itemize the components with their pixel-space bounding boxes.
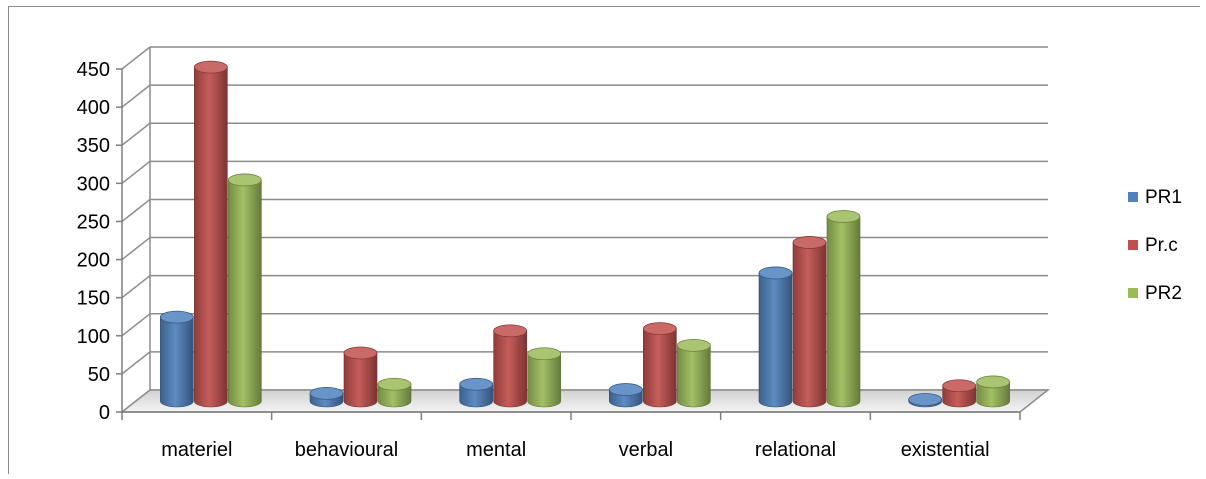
- axes: [116, 68, 1021, 420]
- bar-cap: [159, 310, 194, 324]
- y-tick-label: 150: [77, 288, 110, 310]
- bar-body: [677, 345, 711, 408]
- chart-frame: [8, 6, 1200, 474]
- bar-body: [643, 328, 677, 408]
- bar: [758, 266, 793, 408]
- bar-cap: [608, 383, 643, 396]
- legend: PR1 Pr.c PR2: [1128, 187, 1182, 304]
- bar-cap: [377, 377, 412, 391]
- bar-body: [343, 352, 378, 408]
- gridline-side: [121, 160, 151, 184]
- bar-body: [160, 316, 194, 408]
- gridline-side: [121, 84, 151, 108]
- legend-label: PR1: [1145, 187, 1182, 208]
- category-label: behavioural: [295, 439, 398, 461]
- legend-swatch: [1128, 192, 1138, 202]
- category-label: verbal: [619, 439, 673, 461]
- category-label: relational: [755, 439, 836, 461]
- bar-cap: [792, 236, 827, 249]
- legend-label: Pr.c: [1145, 235, 1178, 256]
- category-label: mental: [466, 439, 526, 461]
- bar: [942, 379, 977, 408]
- bar-body: [377, 383, 412, 408]
- bar: [493, 324, 528, 408]
- bar: [193, 60, 228, 408]
- bar: [343, 346, 378, 408]
- bar: [527, 347, 562, 408]
- bar-cap: [227, 173, 262, 187]
- y-tick-label: 300: [77, 173, 110, 195]
- bar-body: [228, 179, 262, 408]
- bar-cap: [908, 393, 943, 406]
- bar-body: [792, 242, 827, 408]
- bar-body: [758, 272, 793, 408]
- y-tick-label: 100: [77, 326, 110, 348]
- gridline-side: [121, 198, 151, 223]
- bar: [976, 375, 1011, 408]
- gridline-side: [121, 275, 151, 299]
- bar-body: [527, 353, 561, 408]
- bar-body: [826, 216, 861, 408]
- bar-cap: [942, 379, 977, 393]
- legend-label: PR2: [1145, 283, 1182, 304]
- bar: [676, 338, 711, 408]
- gridline-side: [121, 313, 151, 337]
- legend-swatch: [1128, 288, 1138, 298]
- bar-cap: [193, 60, 228, 74]
- y-tick-label: 450: [77, 59, 110, 81]
- bar-body: [194, 66, 228, 408]
- bar-cap: [343, 346, 378, 360]
- bar: [608, 383, 643, 408]
- y-tick-label: 0: [99, 402, 110, 424]
- bar: [309, 386, 344, 408]
- gridline-side: [121, 351, 151, 375]
- legend-swatch: [1128, 240, 1138, 250]
- bar-cap: [642, 322, 677, 335]
- bar-body: [493, 330, 527, 408]
- bar: [908, 393, 943, 408]
- gridline-side: [121, 236, 151, 261]
- gridline-side: [121, 122, 151, 146]
- y-tick-label: 350: [77, 135, 110, 157]
- bar-body: [976, 381, 1010, 408]
- bar-cap: [676, 338, 711, 352]
- bar-cap: [758, 266, 793, 280]
- bar-cap: [459, 377, 494, 391]
- category-label: materiel: [161, 439, 232, 461]
- y-tick-label: 250: [77, 211, 110, 233]
- bar: [826, 210, 861, 408]
- bar-cap: [976, 375, 1011, 389]
- bars: [159, 60, 1011, 408]
- axis-labels: 0 50 100 150 200 250 300 350 400 450 materiel behav…: [77, 59, 990, 461]
- bar-cap: [493, 324, 528, 338]
- gridline-side: [121, 46, 151, 70]
- y-tick-label: 400: [77, 97, 110, 119]
- bar: [377, 377, 412, 408]
- bar: [459, 377, 494, 408]
- bar: [792, 236, 827, 408]
- bar-cap: [309, 386, 344, 400]
- bar-cap: [826, 210, 861, 223]
- bar-cap: [527, 347, 562, 361]
- y-tick-label: 200: [77, 250, 110, 272]
- bar: [227, 173, 262, 408]
- bar-body: [459, 383, 493, 408]
- y-tick-label: 50: [88, 364, 110, 386]
- bar: [642, 322, 677, 408]
- category-label: existential: [901, 439, 990, 461]
- bar: [159, 310, 194, 408]
